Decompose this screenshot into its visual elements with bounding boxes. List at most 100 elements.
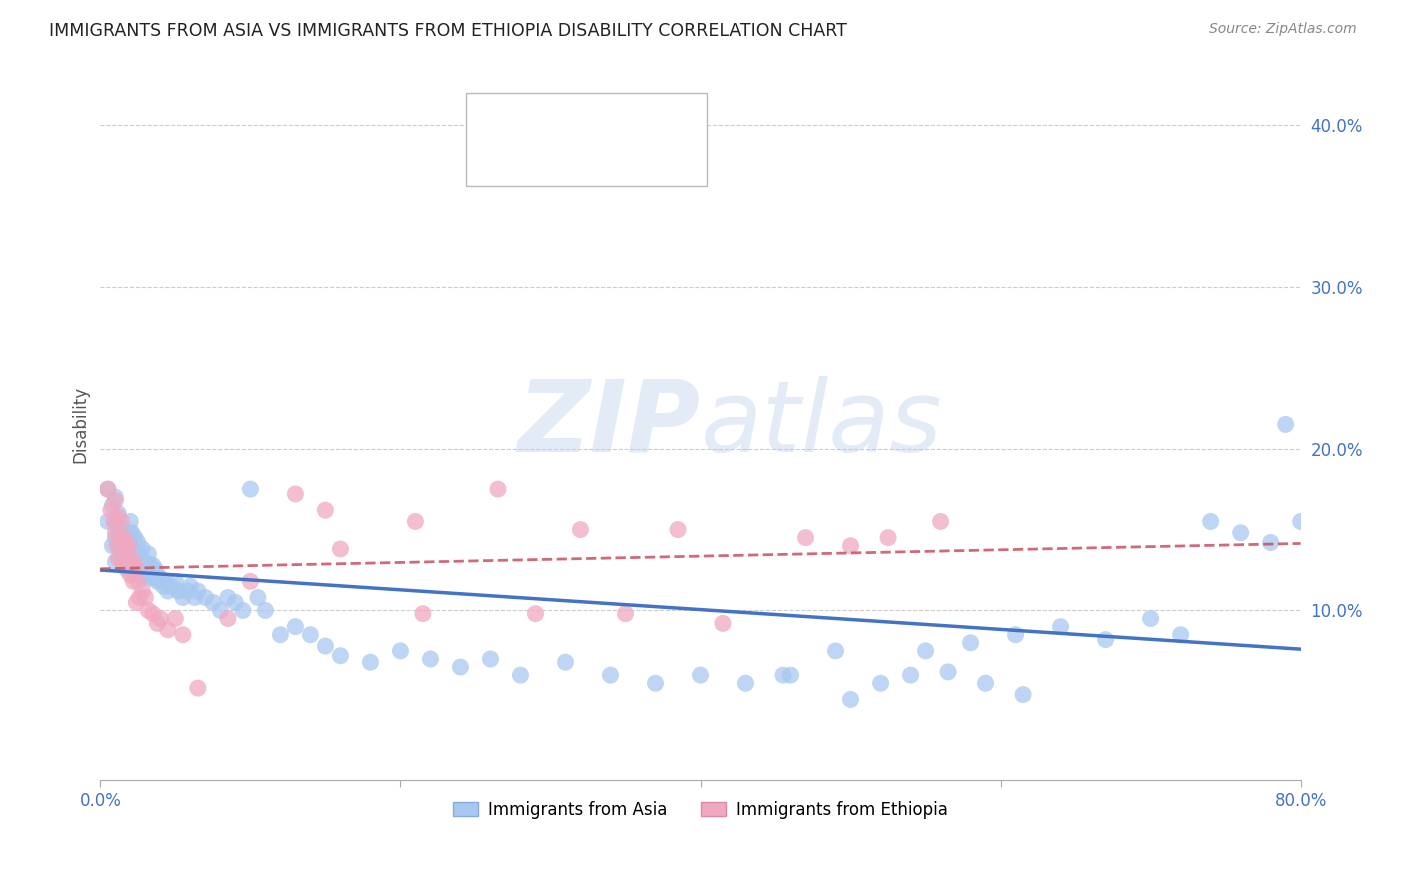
Point	[1289, 515, 1312, 529]
Point	[839, 692, 862, 706]
Point	[131, 555, 153, 569]
Point	[524, 607, 547, 621]
Point	[104, 531, 127, 545]
Point	[121, 551, 143, 566]
Point	[389, 644, 412, 658]
Point	[156, 584, 179, 599]
Legend: Immigrants from Asia, Immigrants from Ethiopia: Immigrants from Asia, Immigrants from Et…	[447, 794, 955, 825]
Point	[107, 509, 129, 524]
Point	[131, 584, 153, 599]
Point	[134, 591, 156, 605]
Point	[209, 603, 232, 617]
Text: IMMIGRANTS FROM ASIA VS IMMIGRANTS FROM ETHIOPIA DISABILITY CORRELATION CHART: IMMIGRANTS FROM ASIA VS IMMIGRANTS FROM …	[49, 22, 846, 40]
Point	[112, 547, 135, 561]
Text: ZIP: ZIP	[517, 376, 700, 473]
Point	[772, 668, 794, 682]
Point	[105, 539, 128, 553]
Point	[115, 539, 138, 553]
Point	[101, 539, 124, 553]
Point	[254, 603, 277, 617]
Point	[329, 648, 352, 663]
Point	[239, 574, 262, 589]
Point	[165, 611, 187, 625]
Point	[117, 558, 139, 573]
Point	[129, 555, 152, 569]
Point	[167, 584, 190, 599]
Point	[149, 571, 172, 585]
Point	[138, 547, 160, 561]
Point	[217, 611, 239, 625]
Text: atlas: atlas	[700, 376, 942, 473]
Point	[184, 591, 207, 605]
Point	[449, 660, 471, 674]
Point	[132, 567, 155, 582]
Point	[974, 676, 997, 690]
Point	[1094, 632, 1116, 647]
Point	[486, 482, 509, 496]
Point	[160, 579, 183, 593]
Point	[179, 579, 201, 593]
Point	[120, 515, 142, 529]
Point	[104, 490, 127, 504]
Point	[146, 616, 169, 631]
Point	[201, 595, 224, 609]
Point	[172, 591, 194, 605]
Point	[284, 619, 307, 633]
Point	[111, 539, 134, 553]
Point	[779, 668, 801, 682]
Point	[711, 616, 734, 631]
Point	[569, 523, 592, 537]
Point	[118, 539, 141, 553]
Point	[599, 668, 621, 682]
Point	[936, 665, 959, 679]
Point	[121, 539, 143, 553]
Point	[1049, 619, 1071, 633]
Point	[689, 668, 711, 682]
Point	[142, 607, 165, 621]
Point	[141, 571, 163, 585]
Point	[145, 563, 167, 577]
Point	[120, 539, 142, 553]
Point	[122, 574, 145, 589]
Point	[404, 515, 426, 529]
Point	[614, 607, 637, 621]
Point	[104, 555, 127, 569]
Point	[359, 655, 381, 669]
Point	[107, 507, 129, 521]
Point	[1274, 417, 1296, 432]
Point	[107, 551, 129, 566]
Point	[110, 515, 132, 529]
Point	[124, 558, 146, 573]
Point	[1229, 525, 1251, 540]
Point	[134, 555, 156, 569]
Point	[124, 531, 146, 545]
Point	[794, 531, 817, 545]
Point	[1012, 688, 1035, 702]
Point	[97, 515, 120, 529]
Point	[120, 551, 142, 566]
Point	[1199, 515, 1222, 529]
Point	[479, 652, 502, 666]
Point	[176, 584, 198, 599]
Point	[165, 574, 187, 589]
Point	[117, 563, 139, 577]
Point	[914, 644, 936, 658]
Point	[194, 591, 217, 605]
Point	[111, 539, 134, 553]
Point	[111, 525, 134, 540]
Point	[111, 555, 134, 569]
Point	[142, 558, 165, 573]
Point	[117, 551, 139, 566]
Point	[1260, 535, 1282, 549]
Point	[104, 493, 127, 508]
Point	[232, 603, 254, 617]
Point	[101, 498, 124, 512]
Point	[839, 539, 862, 553]
Point	[1139, 611, 1161, 625]
Point	[104, 515, 127, 529]
Y-axis label: Disability: Disability	[72, 386, 89, 463]
Point	[187, 584, 209, 599]
Point	[172, 628, 194, 642]
Point	[187, 681, 209, 695]
Point	[900, 668, 922, 682]
